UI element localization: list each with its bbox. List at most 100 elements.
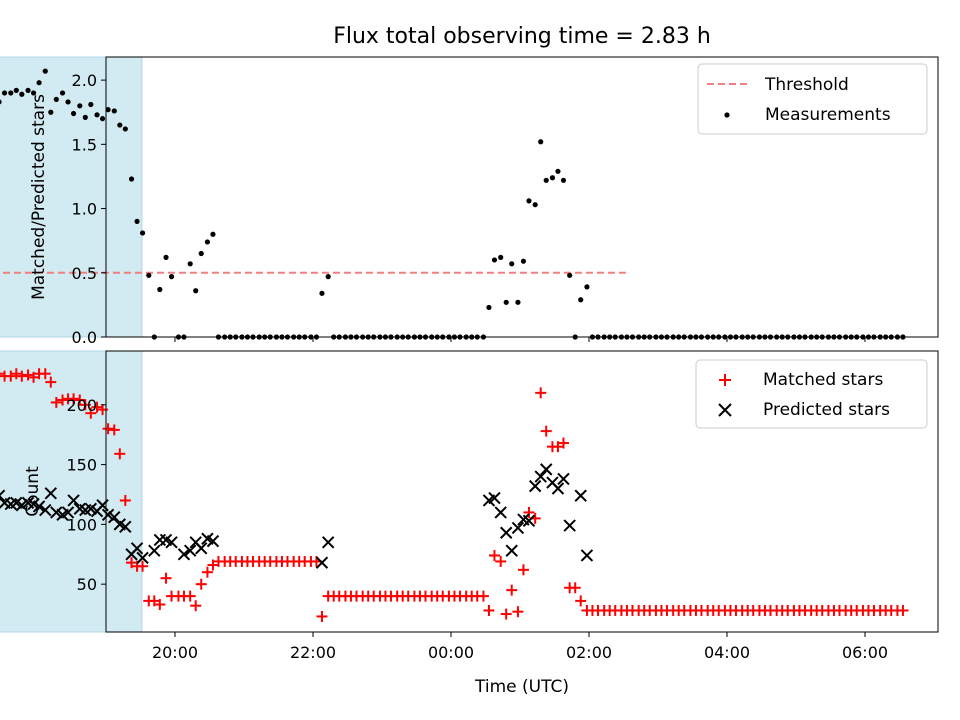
measurement-point	[77, 103, 83, 109]
measurement-point	[117, 122, 123, 128]
matched-star-point	[5, 370, 17, 382]
predicted-star-point	[195, 542, 208, 555]
matched-star-point	[50, 396, 62, 408]
measurement-point	[520, 258, 527, 264]
measurement-point	[498, 254, 504, 260]
predicted-star-point	[488, 491, 501, 505]
measurement-point	[543, 177, 549, 183]
measurement-point	[210, 231, 216, 237]
measurement-point	[560, 177, 567, 183]
predicted-star-point	[108, 511, 121, 524]
measurement-point	[30, 90, 37, 96]
predicted-stars-points	[0, 463, 594, 569]
legend-matched-label: Matched stars	[763, 370, 883, 390]
measurement-point	[325, 274, 331, 280]
predicted-star-point	[534, 470, 547, 483]
measurement-point	[70, 110, 77, 117]
matched-star-point	[512, 606, 524, 618]
x-tick-label: 00:00	[428, 643, 474, 662]
matched-star-point	[517, 564, 529, 576]
predicted-star-point	[511, 521, 525, 535]
measurement-point	[515, 299, 521, 305]
legend-predicted-label: Predicted stars	[763, 400, 890, 420]
measurement-point	[19, 91, 25, 97]
matched-star-point	[91, 401, 103, 413]
matched-star-point	[477, 590, 489, 602]
matched-star-point	[495, 555, 507, 567]
measurement-point	[13, 87, 19, 93]
predicted-star-point	[321, 536, 335, 549]
measurement-point	[111, 108, 117, 114]
matched-star-point	[190, 600, 202, 612]
measurement-point	[319, 290, 325, 296]
x-tick-label: 20:00	[152, 643, 198, 662]
matched-star-point	[569, 582, 581, 594]
matched-star-point	[0, 368, 5, 380]
matched-star-point	[195, 578, 207, 590]
measurement-point	[59, 90, 66, 96]
matched-star-point	[488, 549, 500, 561]
predicted-star-point	[136, 551, 149, 565]
matched-star-point	[126, 557, 138, 569]
matched-star-point	[575, 595, 587, 607]
y-tick-label: 200	[66, 396, 97, 415]
observing-window-shade	[0, 350, 143, 633]
bottom-legend: Matched stars Predicted stars	[695, 359, 928, 429]
predicted-star-point	[494, 506, 507, 519]
matched-star-point	[102, 423, 114, 435]
measurement-point	[25, 87, 31, 93]
matched-star-point	[897, 604, 909, 616]
y-tick-label: 1.0	[72, 200, 97, 219]
predicted-star-point	[499, 526, 513, 539]
matched-star-point	[74, 394, 86, 406]
legend-matched-swatch	[719, 374, 731, 386]
x-tick-label: 04:00	[704, 643, 750, 662]
measurement-point	[584, 284, 590, 290]
x-tick-label: 22:00	[290, 643, 336, 662]
matched-star-point	[160, 572, 172, 584]
y-tick-label: 1.5	[72, 135, 97, 154]
matched-star-point	[119, 494, 131, 506]
top-legend-box	[697, 63, 928, 135]
predicted-star-point	[563, 519, 576, 532]
bottom-y-ticks: 50 100 150 200	[66, 396, 106, 594]
predicted-star-point	[32, 500, 46, 513]
legend-threshold-label: Threshold	[764, 75, 849, 95]
matched-star-point	[108, 424, 120, 436]
matched-star-point	[201, 566, 213, 578]
measurement-point	[491, 257, 498, 263]
predicted-star-point	[67, 494, 80, 507]
predicted-star-point	[551, 482, 565, 495]
measurement-point	[134, 218, 140, 225]
x-tick-label: 06:00	[842, 643, 888, 662]
measurement-point	[198, 250, 204, 257]
matched-star-point	[557, 437, 569, 449]
chart-title: Flux total observing time = 2.83 h	[333, 24, 711, 49]
predicted-star-point	[183, 544, 197, 557]
matched-star-point	[114, 448, 126, 460]
measurement-point	[532, 202, 538, 208]
matched-star-point	[535, 387, 547, 399]
predicted-star-point	[165, 536, 178, 549]
bottom-legend-box	[695, 359, 928, 429]
x-axis-label: Time (UTC)	[474, 677, 569, 697]
y-tick-label: 0.5	[72, 264, 97, 283]
measurement-point	[503, 299, 509, 305]
measurement-point	[168, 274, 175, 280]
predicted-star-point	[580, 549, 594, 562]
y-tick-label: 150	[66, 456, 97, 475]
matched-star-point	[523, 506, 535, 518]
matched-star-point	[207, 559, 219, 571]
bottom-y-axis-label: Count	[23, 466, 43, 517]
matched-star-point	[148, 595, 160, 607]
predicted-star-point	[315, 556, 329, 569]
matched-star-point	[85, 407, 97, 419]
measurement-point	[509, 261, 515, 267]
matched-star-point	[154, 598, 166, 610]
measurement-point	[99, 116, 106, 122]
measurement-point	[163, 254, 169, 260]
matched-star-point	[28, 371, 40, 383]
measurement-point	[204, 239, 211, 245]
matched-star-point	[483, 604, 495, 616]
measurement-point	[36, 80, 42, 86]
